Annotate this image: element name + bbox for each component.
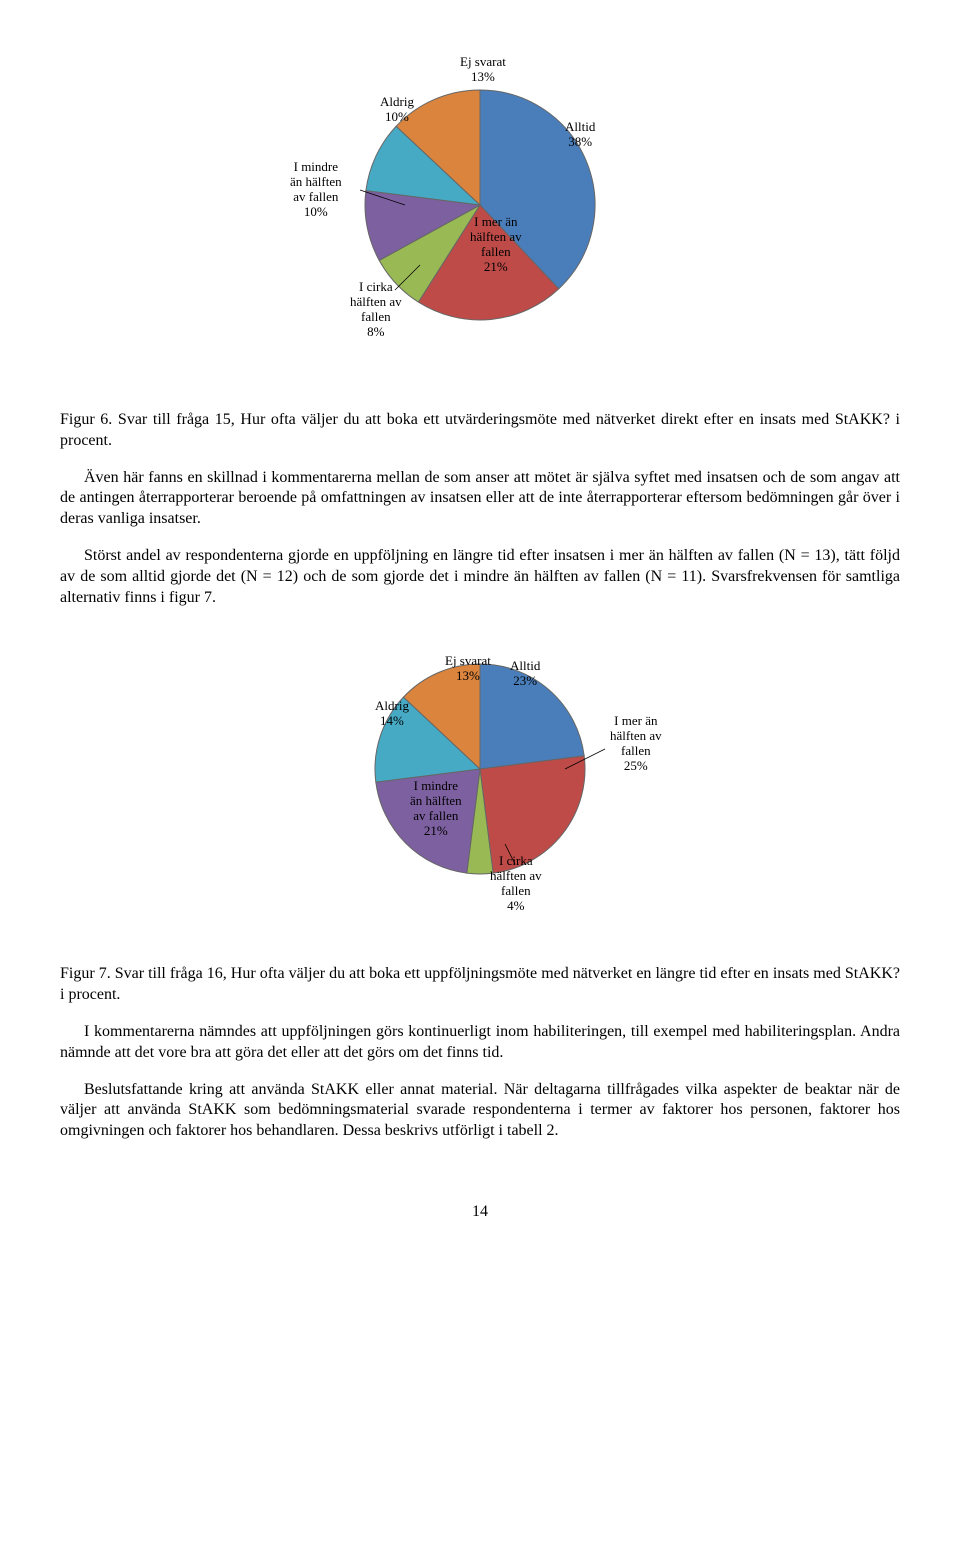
figure-6-chart: Alltid38% I mer änhälften avfallen21% I ci… <box>60 50 900 380</box>
slice-label-imindre: I mindreän hälftenav fallen21% <box>410 779 462 839</box>
figure-6-caption: Figur 6. Svar till fråga 15, Hur ofta vä… <box>60 410 900 452</box>
slice-label-imindre: I mindreän hälftenav fallen10% <box>290 160 342 220</box>
page-number: 14 <box>60 1202 900 1223</box>
slice-label-alltid: Alltid23% <box>510 659 540 689</box>
slice-label-imer: I mer änhälften avfallen21% <box>470 215 522 275</box>
slice-label-ejsvarat: Ej svarat13% <box>445 654 491 684</box>
paragraph-6b: Störst andel av respondenterna gjorde en… <box>60 546 900 608</box>
slice-label-aldrig: Aldrig14% <box>375 699 409 729</box>
figure-7-chart: Alltid23% I mer änhälften avfallen25% I ci… <box>60 624 900 934</box>
slice-label-ejsvarat: Ej svarat13% <box>460 55 506 85</box>
paragraph-7a: I kommentarerna nämndes att uppföljninge… <box>60 1022 900 1064</box>
slice-label-alltid: Alltid38% <box>565 120 595 150</box>
slice-label-imer: I mer änhälften avfallen25% <box>610 714 662 774</box>
slice-label-aldrig: Aldrig10% <box>380 95 414 125</box>
slice-label-icirka: I cirkahälften avfallen4% <box>490 854 542 914</box>
paragraph-7b: Beslutsfattande kring att använda StAKK … <box>60 1080 900 1142</box>
pie-chart-6: Alltid38% I mer änhälften avfallen21% I ci… <box>265 50 695 380</box>
slice-label-icirka: I cirkahälften avfallen8% <box>350 280 402 340</box>
pie-chart-7: Alltid23% I mer änhälften avfallen25% I ci… <box>275 624 685 934</box>
paragraph-6a: Även här fanns en skillnad i kommentarer… <box>60 468 900 530</box>
figure-7-caption: Figur 7. Svar till fråga 16, Hur ofta vä… <box>60 964 900 1006</box>
